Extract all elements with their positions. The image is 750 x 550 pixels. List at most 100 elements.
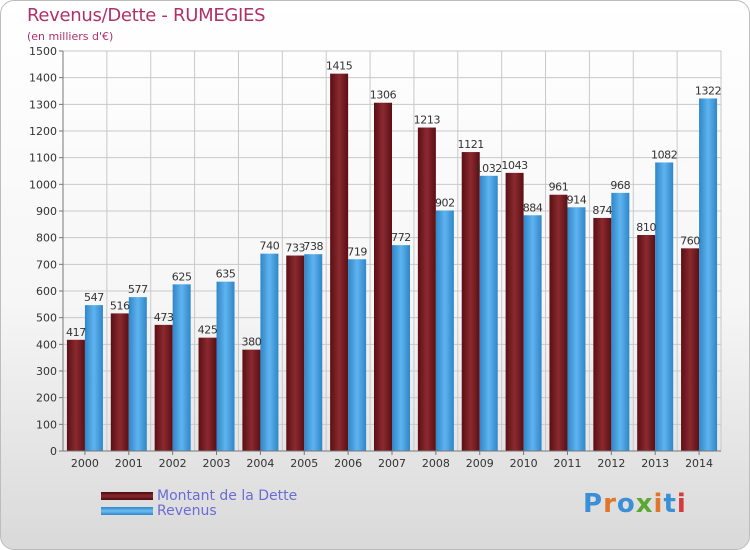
y-tick-label: 500 bbox=[36, 312, 57, 325]
data-label-revenus: 914 bbox=[567, 193, 587, 206]
proxiti-logo: Proxiti bbox=[583, 489, 687, 519]
legend-item-dette: Montant de la Dette bbox=[101, 487, 298, 504]
x-tick-label: 2012 bbox=[597, 457, 625, 470]
y-tick-label: 1500 bbox=[29, 45, 57, 58]
x-tick-label: 2013 bbox=[641, 457, 669, 470]
data-label-revenus: 738 bbox=[303, 240, 323, 253]
bar-dette bbox=[374, 102, 392, 451]
bar-revenus bbox=[611, 192, 630, 451]
bar-dette bbox=[154, 324, 173, 451]
y-tick-label: 1300 bbox=[29, 98, 57, 111]
bar-revenus bbox=[479, 175, 498, 452]
bar-revenus bbox=[128, 297, 147, 451]
x-tick-label: 2014 bbox=[685, 457, 713, 470]
bar-dette bbox=[549, 194, 568, 451]
legend-label-dette: Montant de la Dette bbox=[157, 487, 298, 504]
x-tick-label: 2009 bbox=[466, 457, 494, 470]
bar-revenus bbox=[348, 259, 367, 451]
x-tick-label: 2011 bbox=[553, 457, 581, 470]
bar-dette bbox=[242, 349, 261, 451]
x-tick-label: 2004 bbox=[246, 457, 274, 470]
bar-dette bbox=[417, 127, 436, 452]
data-label-dette: 1306 bbox=[370, 89, 397, 102]
bar-dette bbox=[593, 217, 612, 451]
bar-dette bbox=[637, 235, 656, 451]
data-label-revenus: 772 bbox=[391, 231, 411, 244]
bar-revenus bbox=[84, 305, 103, 451]
y-tick-label: 1100 bbox=[29, 152, 57, 165]
y-tick-label: 800 bbox=[36, 232, 57, 245]
bar-revenus bbox=[172, 284, 191, 451]
bar-dette bbox=[461, 152, 480, 452]
logo-letter: i bbox=[676, 489, 687, 519]
x-tick-label: 2003 bbox=[203, 457, 231, 470]
bar-dette bbox=[286, 255, 305, 451]
y-tick-label: 300 bbox=[36, 365, 57, 378]
data-label-revenus: 968 bbox=[610, 179, 630, 192]
bar-revenus bbox=[260, 253, 279, 451]
bar-revenus bbox=[567, 207, 586, 451]
data-label-revenus: 547 bbox=[84, 291, 104, 304]
data-label-dette: 1121 bbox=[458, 138, 484, 151]
x-tick-label: 2006 bbox=[334, 457, 362, 470]
x-tick-label: 2008 bbox=[422, 457, 450, 470]
data-label-dette: 1213 bbox=[414, 114, 441, 127]
x-tick-label: 2007 bbox=[378, 457, 406, 470]
y-tick-label: 1400 bbox=[29, 72, 57, 85]
y-tick-label: 900 bbox=[36, 205, 57, 218]
data-label-dette: 733 bbox=[285, 242, 305, 255]
y-tick-label: 400 bbox=[36, 338, 57, 351]
logo-letter: P bbox=[583, 489, 604, 519]
data-label-dette: 473 bbox=[154, 311, 174, 324]
data-label-dette: 425 bbox=[198, 324, 218, 337]
data-label-revenus: 740 bbox=[260, 240, 280, 253]
y-tick-label: 700 bbox=[36, 258, 57, 271]
y-tick-label: 600 bbox=[36, 285, 57, 298]
bar-revenus bbox=[216, 281, 235, 451]
legend-item-revenus: Revenus bbox=[101, 503, 297, 519]
y-tick-label: 1200 bbox=[29, 125, 57, 138]
data-label-revenus: 719 bbox=[347, 245, 367, 258]
bar-dette bbox=[110, 313, 129, 451]
chart-title: Revenus/Dette - RUMEGIES bbox=[27, 5, 266, 26]
y-tick-label: 200 bbox=[36, 392, 57, 405]
bar-revenus bbox=[304, 254, 323, 451]
logo-letter: r bbox=[603, 489, 617, 519]
bar-dette bbox=[681, 248, 700, 451]
logo-letter: i bbox=[653, 489, 664, 519]
x-tick-label: 2002 bbox=[159, 457, 187, 470]
data-label-revenus: 902 bbox=[435, 196, 455, 209]
data-label-revenus: 884 bbox=[523, 201, 543, 214]
bar-dette bbox=[505, 172, 524, 451]
data-label-dette: 760 bbox=[680, 234, 700, 247]
data-label-dette: 1415 bbox=[326, 60, 353, 73]
chart-legend: Montant de la Dette Revenus bbox=[101, 487, 298, 519]
y-tick-label: 100 bbox=[36, 418, 57, 431]
bar-revenus bbox=[699, 98, 718, 451]
legend-swatch-dette bbox=[101, 491, 153, 500]
data-label-revenus: 577 bbox=[128, 283, 148, 296]
x-tick-label: 2001 bbox=[115, 457, 143, 470]
data-label-dette: 810 bbox=[636, 221, 656, 234]
data-label-dette: 417 bbox=[66, 326, 86, 339]
x-tick-label: 2005 bbox=[290, 457, 318, 470]
y-tick-label: 0 bbox=[50, 445, 57, 458]
data-label-revenus: 625 bbox=[172, 270, 192, 283]
data-label-revenus: 1082 bbox=[651, 148, 677, 161]
data-label-dette: 961 bbox=[549, 181, 569, 194]
x-tick-label: 2000 bbox=[71, 457, 99, 470]
data-label-dette: 874 bbox=[592, 204, 612, 217]
data-label-revenus: 1032 bbox=[476, 162, 502, 175]
bar-revenus bbox=[435, 210, 454, 451]
bar-revenus bbox=[655, 162, 674, 451]
data-label-revenus: 1322 bbox=[695, 84, 721, 97]
logo-letter: o bbox=[616, 489, 636, 519]
logo-letter: t bbox=[663, 489, 677, 519]
bar-revenus bbox=[523, 215, 542, 451]
y-tick-label: 1000 bbox=[29, 178, 57, 191]
legend-swatch-revenus bbox=[101, 506, 153, 515]
data-label-dette: 516 bbox=[110, 299, 130, 312]
bar-revenus bbox=[392, 245, 410, 451]
